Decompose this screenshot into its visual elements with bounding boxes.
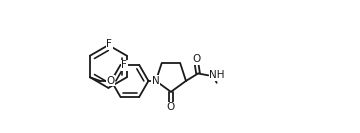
Text: O: O	[167, 102, 175, 112]
Text: F: F	[121, 60, 127, 70]
Text: N: N	[152, 76, 160, 86]
Text: O: O	[192, 54, 200, 64]
Text: F: F	[106, 39, 112, 49]
Text: O: O	[106, 76, 114, 86]
Text: NH: NH	[209, 70, 225, 80]
